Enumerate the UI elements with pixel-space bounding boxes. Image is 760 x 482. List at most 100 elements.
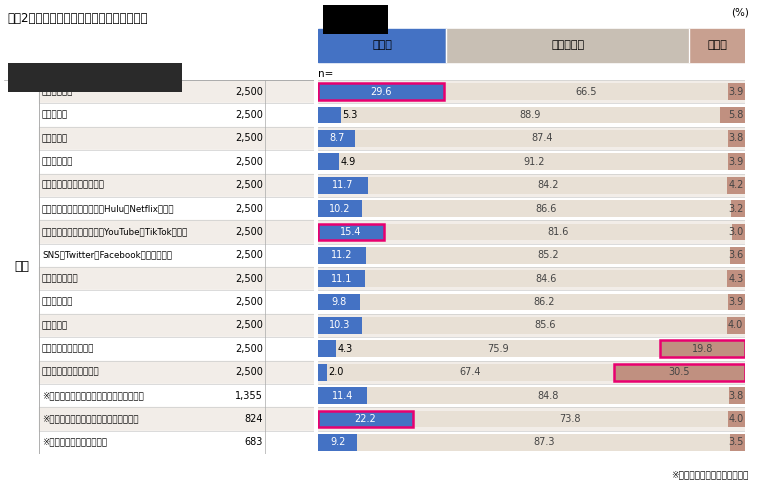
Text: 91.2: 91.2 — [523, 157, 544, 167]
Bar — [727, 177, 746, 194]
Bar — [318, 407, 745, 430]
Bar — [355, 130, 728, 147]
Bar — [318, 83, 445, 100]
Bar — [362, 200, 731, 217]
Bar — [689, 29, 745, 62]
Bar — [357, 434, 730, 451]
Bar — [318, 107, 340, 123]
Text: ネットショッピングをする: ネットショッピングをする — [42, 181, 105, 190]
Bar — [40, 384, 314, 407]
Text: 変わらない: 変わらない — [551, 40, 584, 51]
Bar — [614, 364, 745, 381]
Text: 2,500: 2,500 — [235, 110, 263, 120]
Bar — [359, 294, 728, 310]
Text: 雑誌を読む: 雑誌を読む — [42, 110, 68, 120]
Text: 85.6: 85.6 — [534, 321, 556, 331]
Bar — [318, 247, 366, 264]
Bar — [366, 387, 729, 404]
Bar — [732, 224, 745, 241]
Bar — [445, 83, 728, 100]
Text: 87.4: 87.4 — [531, 134, 553, 144]
Bar — [446, 29, 689, 62]
Text: 減った: 減った — [708, 40, 727, 51]
Bar — [40, 361, 314, 384]
Bar — [318, 317, 362, 334]
Bar — [40, 174, 314, 197]
Text: 84.6: 84.6 — [535, 274, 557, 284]
Text: 10.3: 10.3 — [329, 321, 350, 331]
Bar — [318, 314, 745, 337]
Text: 19.8: 19.8 — [692, 344, 714, 354]
Text: 4.2: 4.2 — [729, 180, 744, 190]
Text: 81.6: 81.6 — [547, 227, 568, 237]
Text: 11.7: 11.7 — [332, 180, 353, 190]
Text: ラジオを聴く: ラジオを聴く — [42, 157, 74, 166]
Text: 4.3: 4.3 — [337, 344, 353, 354]
Text: 2,500: 2,500 — [235, 367, 263, 377]
Text: 9.8: 9.8 — [331, 297, 347, 307]
Bar — [318, 340, 337, 357]
Text: 友達との会話、付き合い: 友達との会話、付き合い — [42, 368, 100, 377]
Bar — [318, 361, 745, 384]
Text: 29.6: 29.6 — [370, 87, 392, 97]
Text: 2,500: 2,500 — [235, 87, 263, 97]
Bar — [318, 411, 413, 428]
Bar — [720, 107, 745, 123]
Bar — [318, 224, 384, 241]
Bar — [40, 430, 314, 454]
Bar — [728, 130, 745, 147]
Bar — [318, 434, 357, 451]
Bar — [318, 337, 745, 361]
Text: 項目: 項目 — [14, 260, 29, 273]
Text: 2,500: 2,500 — [235, 297, 263, 307]
Text: ゲームをする: ゲームをする — [42, 297, 74, 307]
Text: 73.8: 73.8 — [559, 414, 581, 424]
Text: 88.9: 88.9 — [520, 110, 541, 120]
Bar — [318, 127, 745, 150]
Text: 3.9: 3.9 — [728, 297, 743, 307]
Text: 3.9: 3.9 — [729, 157, 744, 167]
Text: ※同居している子供との会話、触れ合い: ※同居している子供との会話、触れ合い — [42, 415, 138, 424]
Text: 3.0: 3.0 — [729, 227, 744, 237]
Text: ※同居している親との会話: ※同居している親との会話 — [42, 438, 107, 447]
Bar — [362, 317, 727, 334]
Text: 8.7: 8.7 — [329, 134, 344, 144]
Bar — [40, 80, 314, 103]
Bar — [614, 364, 745, 381]
Text: 824: 824 — [245, 414, 263, 424]
Text: 音楽を聴く: 音楽を聴く — [42, 321, 68, 330]
Bar — [318, 197, 745, 220]
Text: 3.5: 3.5 — [728, 437, 744, 447]
Bar — [337, 340, 660, 357]
Text: 4.9: 4.9 — [340, 157, 356, 167]
Bar — [318, 224, 384, 241]
Text: 4.0: 4.0 — [728, 321, 743, 331]
Bar — [318, 290, 745, 314]
Bar — [318, 270, 366, 287]
Bar — [40, 103, 314, 127]
Bar — [730, 247, 745, 264]
Text: 66.5: 66.5 — [575, 87, 597, 97]
Text: テレビを観る: テレビを観る — [42, 87, 74, 96]
Text: 2,500: 2,500 — [235, 274, 263, 284]
Text: 4.0: 4.0 — [729, 414, 744, 424]
Bar — [40, 220, 314, 243]
Bar — [318, 430, 745, 454]
Text: 1,355: 1,355 — [235, 390, 263, 401]
Text: 87.3: 87.3 — [533, 437, 554, 447]
Bar — [728, 411, 745, 428]
Text: 2,500: 2,500 — [235, 321, 263, 331]
Bar — [728, 294, 745, 310]
Text: 85.2: 85.2 — [537, 250, 559, 260]
Text: 11.1: 11.1 — [331, 274, 353, 284]
Bar — [318, 153, 339, 170]
Text: 683: 683 — [245, 437, 263, 447]
Bar — [40, 314, 314, 337]
Bar — [318, 103, 745, 127]
Text: 11.4: 11.4 — [331, 390, 353, 401]
Text: 3.6: 3.6 — [729, 250, 744, 260]
Text: 動画共有サービスを観る（YouTube、TikTokなど）: 動画共有サービスを観る（YouTube、TikTokなど） — [42, 228, 188, 237]
Text: n=: n= — [318, 69, 334, 79]
Bar — [728, 153, 745, 170]
Text: 5.3: 5.3 — [342, 110, 357, 120]
